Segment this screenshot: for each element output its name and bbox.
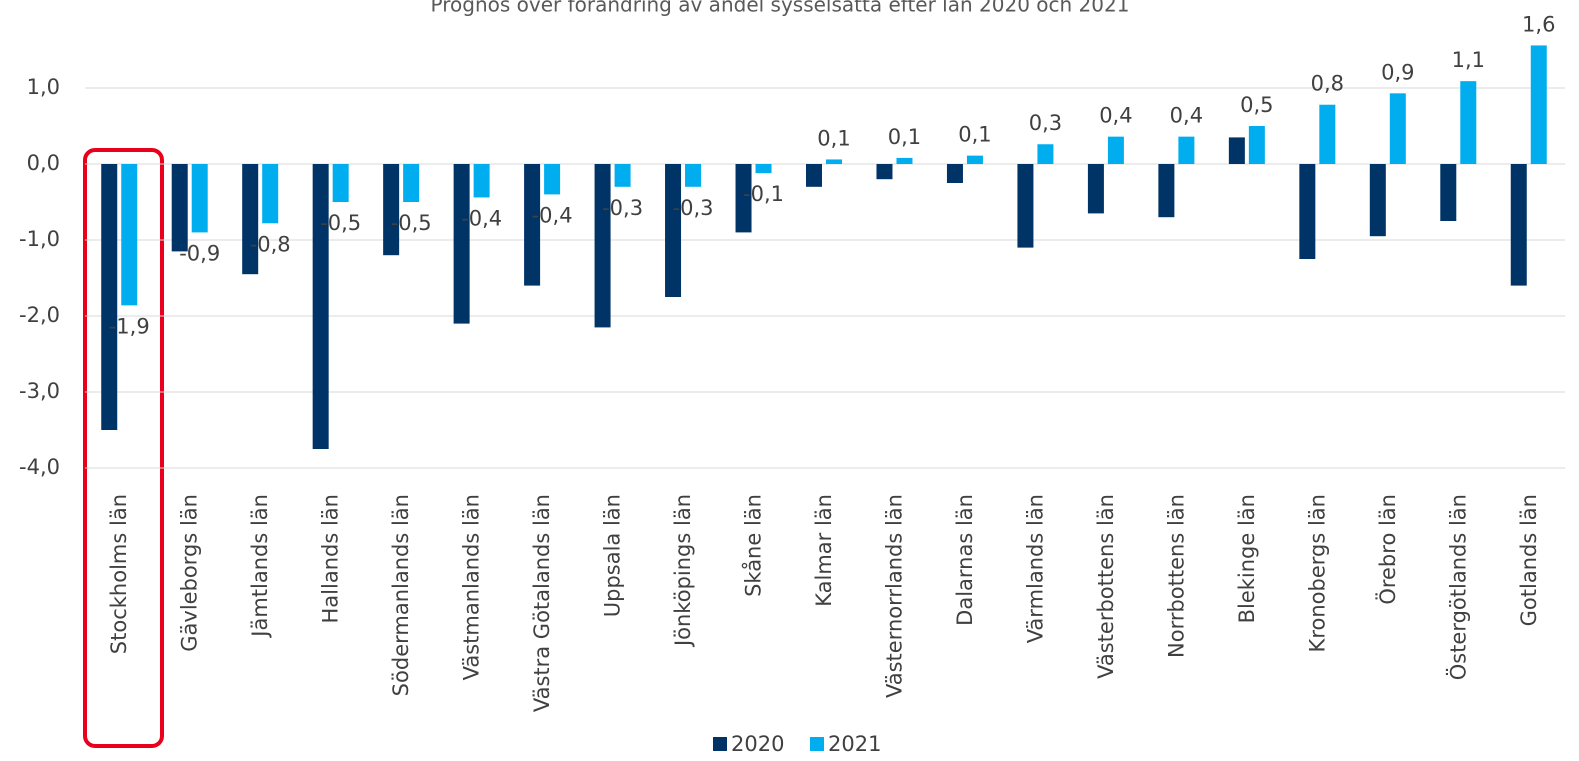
- bar: [1530, 45, 1547, 164]
- x-tick-label: Kronobergs län: [1305, 494, 1329, 652]
- bar: [685, 164, 702, 187]
- highlight-box: [83, 148, 164, 748]
- data-label: -0,3: [602, 196, 643, 220]
- legend-label: 2021: [828, 732, 881, 756]
- bar: [1299, 164, 1316, 259]
- bar: [1248, 126, 1265, 164]
- legend-swatch: [713, 737, 727, 751]
- x-tick-label: Gotlands län: [1517, 494, 1541, 626]
- x-tick-label: Södermanlands län: [389, 494, 413, 696]
- bar: [1087, 164, 1104, 214]
- data-label: -0,4: [461, 206, 502, 230]
- data-label: -1,9: [109, 314, 150, 338]
- data-label: 1,6: [1522, 12, 1555, 36]
- data-label: -0,3: [673, 196, 714, 220]
- x-tick-label: Norrbottens län: [1164, 494, 1188, 658]
- x-tick-label: Kalmar län: [812, 494, 836, 607]
- legend-label: 2020: [731, 732, 784, 756]
- bar: [191, 164, 208, 233]
- data-label: -0,9: [179, 241, 220, 265]
- x-tick-label: Skåne län: [741, 494, 766, 597]
- data-label: -0,1: [743, 182, 784, 206]
- bar: [876, 164, 893, 180]
- x-tick-label: Jämtlands län: [248, 494, 272, 639]
- bar: [594, 164, 611, 328]
- chart-title: Prognos över förändring av andel syssels…: [431, 0, 1130, 17]
- bar: [262, 164, 279, 224]
- bar: [473, 164, 490, 198]
- x-tick-label: Jönköpings län: [671, 494, 695, 648]
- bar: [665, 164, 682, 297]
- x-tick-label: Hallands län: [319, 494, 343, 623]
- x-tick-label: Västmanlands län: [460, 494, 484, 680]
- bar: [242, 164, 259, 275]
- bar: [1158, 164, 1175, 218]
- y-tick-label: -4,0: [19, 455, 60, 479]
- x-tick-label: Uppsala län: [601, 494, 625, 617]
- bar: [735, 164, 752, 233]
- x-tick-label: Västra Götalands län: [530, 494, 554, 712]
- bar: [453, 164, 470, 324]
- bar: [755, 164, 772, 174]
- y-tick-label: 0,0: [27, 151, 60, 175]
- x-tick-label: Dalarnas län: [953, 494, 977, 626]
- data-label: 0,9: [1381, 60, 1414, 84]
- bar: [332, 164, 349, 202]
- bar: [403, 164, 420, 202]
- x-tick-label: Västerbottens län: [1094, 494, 1118, 679]
- data-label: 0,4: [1099, 104, 1132, 128]
- y-tick-label: -3,0: [19, 379, 60, 403]
- x-tick-label: Östergötlands län: [1445, 494, 1470, 680]
- x-tick-label: Örebro län: [1375, 494, 1400, 605]
- data-label: 0,1: [888, 125, 921, 149]
- bar: [121, 164, 138, 306]
- bar: [383, 164, 400, 256]
- data-label: 0,8: [1311, 72, 1344, 96]
- y-tick-label: -2,0: [19, 303, 60, 327]
- bar: [806, 164, 822, 187]
- x-tick-label: Blekinge län: [1235, 494, 1259, 623]
- data-label: 0,5: [1240, 93, 1273, 117]
- bar: [1369, 164, 1386, 237]
- bar: [1319, 104, 1336, 164]
- data-label: -0,5: [320, 211, 361, 235]
- x-tick-label: Västernorrlands län: [882, 494, 906, 698]
- bar: [1017, 164, 1034, 248]
- x-tick-label: Värmlands län: [1023, 494, 1047, 643]
- bar: [1178, 136, 1195, 164]
- x-tick-label: Gävleborgs län: [178, 494, 202, 652]
- data-label: 1,1: [1452, 48, 1485, 72]
- data-label: -0,8: [250, 232, 291, 256]
- bar: [966, 155, 983, 164]
- bar: [1107, 136, 1124, 164]
- bar: [524, 164, 541, 286]
- bar: [1228, 137, 1245, 164]
- data-label: 0,1: [958, 123, 991, 147]
- bar: [826, 159, 842, 164]
- y-tick-label: -1,0: [19, 227, 60, 251]
- bar: [171, 164, 188, 252]
- bar: [1460, 81, 1477, 164]
- data-label: 0,4: [1170, 104, 1203, 128]
- data-label: 0,1: [817, 126, 850, 150]
- bar: [312, 164, 329, 449]
- data-label: -0,4: [532, 203, 573, 227]
- bar: [544, 164, 561, 195]
- y-tick-label: 1,0: [27, 75, 60, 99]
- bar: [946, 164, 963, 183]
- bar: [1389, 93, 1406, 164]
- bar: [1037, 144, 1054, 164]
- legend-swatch: [810, 737, 824, 751]
- bar: [101, 164, 118, 430]
- x-tick-label: Stockholms län: [107, 494, 131, 654]
- data-label: 0,3: [1029, 111, 1062, 135]
- bar: [1440, 164, 1457, 221]
- data-label: -0,5: [391, 211, 432, 235]
- bar: [1510, 164, 1527, 286]
- bar: [896, 157, 913, 164]
- bar: [614, 164, 631, 187]
